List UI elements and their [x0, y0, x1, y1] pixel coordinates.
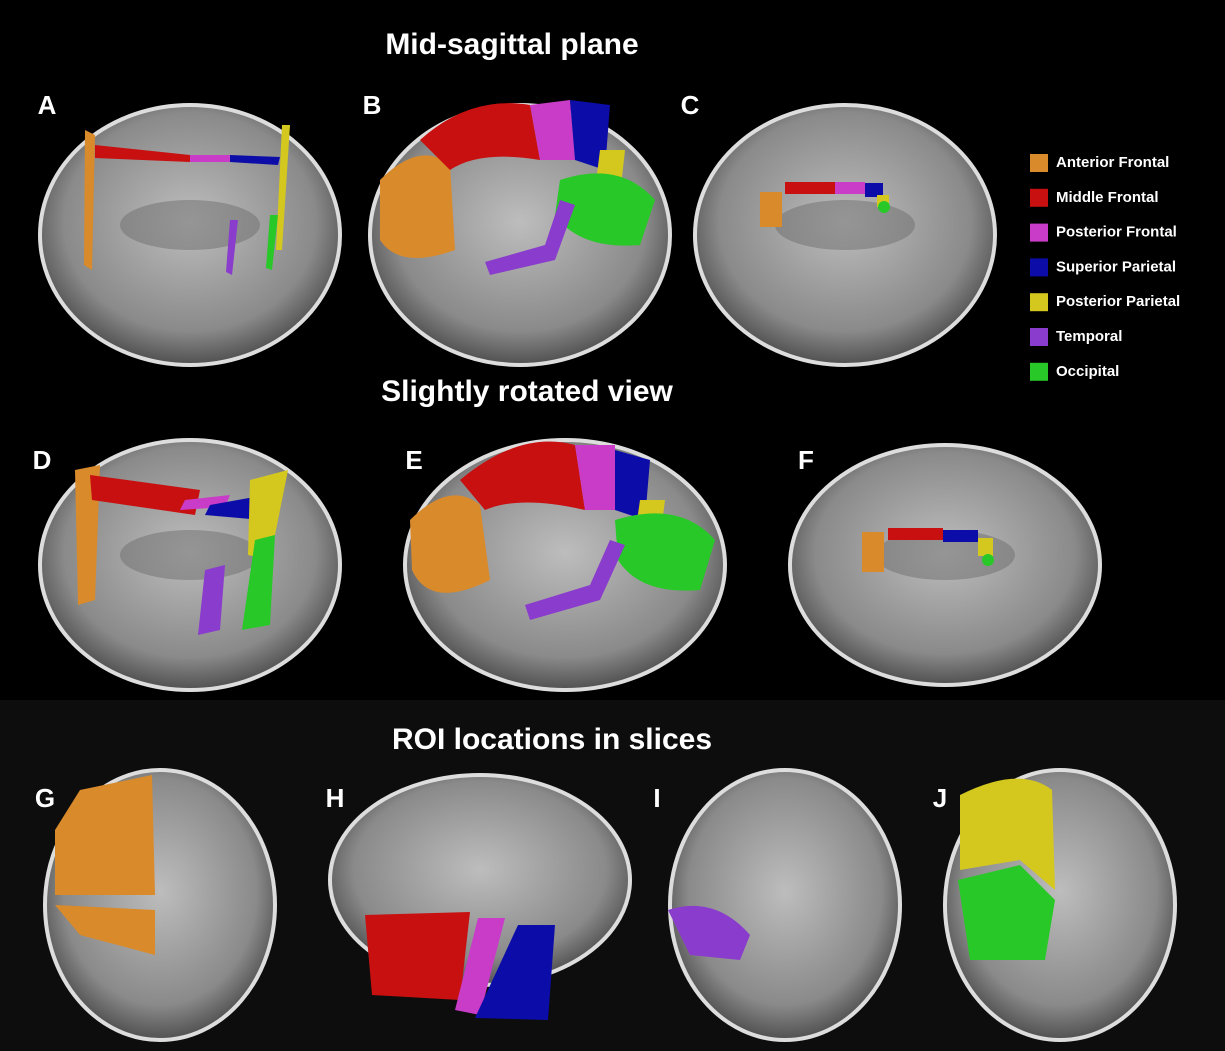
panel-label: A	[38, 90, 57, 120]
legend-label: Posterior Frontal	[1056, 224, 1177, 241]
section-title: Mid-sagittal plane	[385, 28, 638, 61]
roi	[865, 183, 883, 197]
roi	[943, 530, 978, 542]
legend-swatch	[1030, 224, 1048, 242]
legend-swatch	[1030, 189, 1048, 207]
panel-label: E	[405, 445, 422, 475]
roi	[982, 554, 994, 566]
roi	[380, 155, 455, 258]
roi	[410, 495, 490, 592]
legend: Anterior Frontal Middle Frontal Posterior …	[1030, 154, 1180, 381]
roi	[888, 528, 943, 540]
section-title: ROI locations in slices	[392, 723, 712, 756]
panel-label: G	[35, 783, 55, 813]
panel-label: I	[653, 783, 660, 813]
roi	[878, 201, 890, 213]
section-title: Slightly rotated view	[381, 375, 673, 408]
figure: Mid-sagittal plane Slightly rotated view…	[0, 0, 1225, 1051]
roi	[835, 182, 865, 194]
panel-label: B	[363, 90, 382, 120]
legend-swatch	[1030, 328, 1048, 346]
legend-label: Anterior Frontal	[1056, 154, 1169, 171]
legend-swatch	[1030, 363, 1048, 381]
legend-swatch	[1030, 258, 1048, 276]
legend-swatch	[1030, 293, 1048, 311]
roi	[785, 182, 835, 194]
panel-label: F	[798, 445, 814, 475]
panel-label: J	[933, 783, 947, 813]
panel-label: H	[326, 783, 345, 813]
legend-label: Temporal	[1056, 328, 1122, 345]
legend-label: Middle Frontal	[1056, 189, 1159, 206]
panel-label: D	[33, 445, 52, 475]
roi	[862, 532, 884, 572]
legend-label: Superior Parietal	[1056, 258, 1176, 275]
roi	[365, 912, 470, 1000]
roi	[190, 155, 230, 162]
legend-label: Posterior Parietal	[1056, 293, 1180, 310]
roi	[460, 442, 585, 510]
roi	[760, 192, 782, 227]
panel-label: C	[681, 90, 700, 120]
legend-swatch	[1030, 154, 1048, 172]
roi	[978, 538, 993, 556]
legend-label: Occipital	[1056, 363, 1119, 380]
